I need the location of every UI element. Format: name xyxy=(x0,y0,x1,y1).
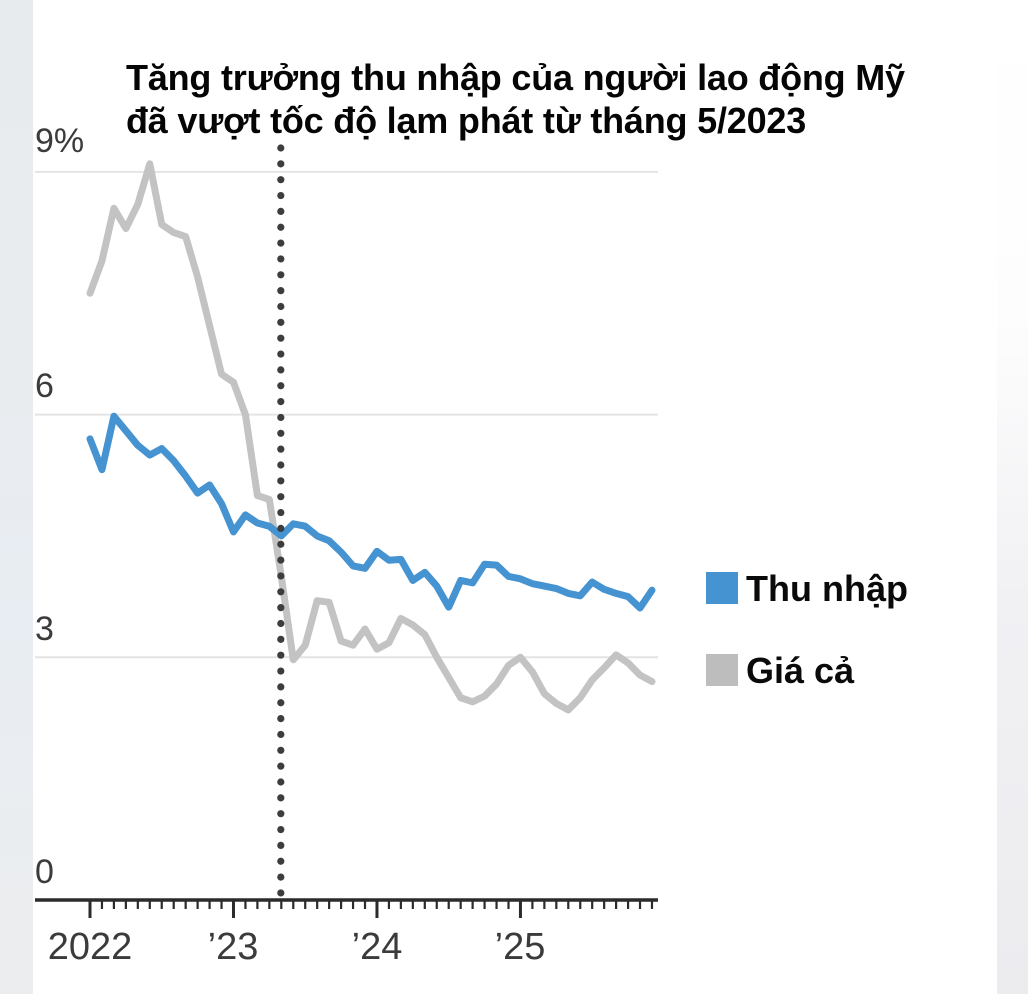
vline-dot xyxy=(277,191,285,200)
chart-title-line1: Tăng trưởng thu nhập của người lao động … xyxy=(126,57,905,98)
vline-dot xyxy=(277,762,285,770)
vline-dot xyxy=(277,366,285,374)
vline-dot xyxy=(277,635,285,643)
vline-dot xyxy=(277,588,285,596)
vline-dot xyxy=(277,810,285,818)
vline-dot xyxy=(277,873,285,881)
legend-swatch-prices xyxy=(706,654,738,686)
y-axis-label-9: 9% xyxy=(35,122,85,160)
chart-title-line2: đã vượt tốc độ lạm phát từ tháng 5/2023 xyxy=(126,100,807,141)
vline-dot xyxy=(277,271,285,279)
vline-dot xyxy=(277,287,285,295)
vline-dot xyxy=(277,413,285,422)
vline-dot xyxy=(277,461,285,469)
vline-dot xyxy=(277,302,285,311)
series-line-prices xyxy=(86,160,656,714)
vline-dot xyxy=(277,889,285,897)
vline-dot xyxy=(277,318,285,326)
vline-dot xyxy=(277,540,285,548)
vline-dot xyxy=(277,350,285,358)
vline-dot xyxy=(277,825,285,834)
vline-dot xyxy=(277,604,285,612)
x-axis-label-2022: 2022 xyxy=(47,926,133,968)
vline-dot xyxy=(277,699,285,707)
vline-dot xyxy=(277,619,285,628)
legend-label-prices: Giá cả xyxy=(746,650,855,691)
vline-dot xyxy=(277,382,285,390)
vline-dot xyxy=(277,794,285,802)
vline-dot xyxy=(277,651,285,659)
x-axis-label-24: ’24 xyxy=(351,926,403,968)
vline-dot xyxy=(277,223,285,231)
vline-dot xyxy=(277,683,285,691)
page-right-gutter xyxy=(997,0,1028,994)
y-axis-label-3: 3 xyxy=(35,610,54,648)
x-axis-label-23: ’23 xyxy=(207,926,259,968)
legend-label-income: Thu nhập xyxy=(746,568,908,609)
vline-dot xyxy=(277,255,285,263)
y-axis-label-6: 6 xyxy=(35,367,54,405)
vline-dot xyxy=(277,239,285,247)
vline-dot xyxy=(277,477,285,485)
x-axis-label-25: ’25 xyxy=(494,926,546,968)
vline-dot xyxy=(277,524,285,533)
vline-dot xyxy=(277,398,285,406)
vline-dot xyxy=(277,429,285,437)
vline-dot xyxy=(277,841,285,850)
vline-dot xyxy=(277,160,285,168)
vline-dot xyxy=(277,857,285,865)
page-left-gutter xyxy=(0,0,33,994)
vline-dot xyxy=(277,746,285,754)
y-axis-label-0: 0 xyxy=(35,853,54,891)
vline-dot xyxy=(277,207,285,215)
vline-dot xyxy=(277,572,285,580)
vline-dot xyxy=(277,556,285,564)
vline-dot xyxy=(277,445,285,453)
vline-dot xyxy=(277,508,285,517)
vline-dot xyxy=(277,730,285,739)
vline-dot xyxy=(277,715,285,723)
vline-dot xyxy=(277,667,285,675)
legend-swatch-income xyxy=(706,572,738,604)
series-line-income xyxy=(86,412,656,612)
vline-dot xyxy=(277,176,285,184)
vline-dot xyxy=(277,778,285,786)
chart-title: Tăng trưởng thu nhập của người lao động … xyxy=(126,56,956,142)
vline-dot xyxy=(277,334,285,342)
vline-dot xyxy=(277,493,285,501)
vline-dot xyxy=(277,144,285,152)
